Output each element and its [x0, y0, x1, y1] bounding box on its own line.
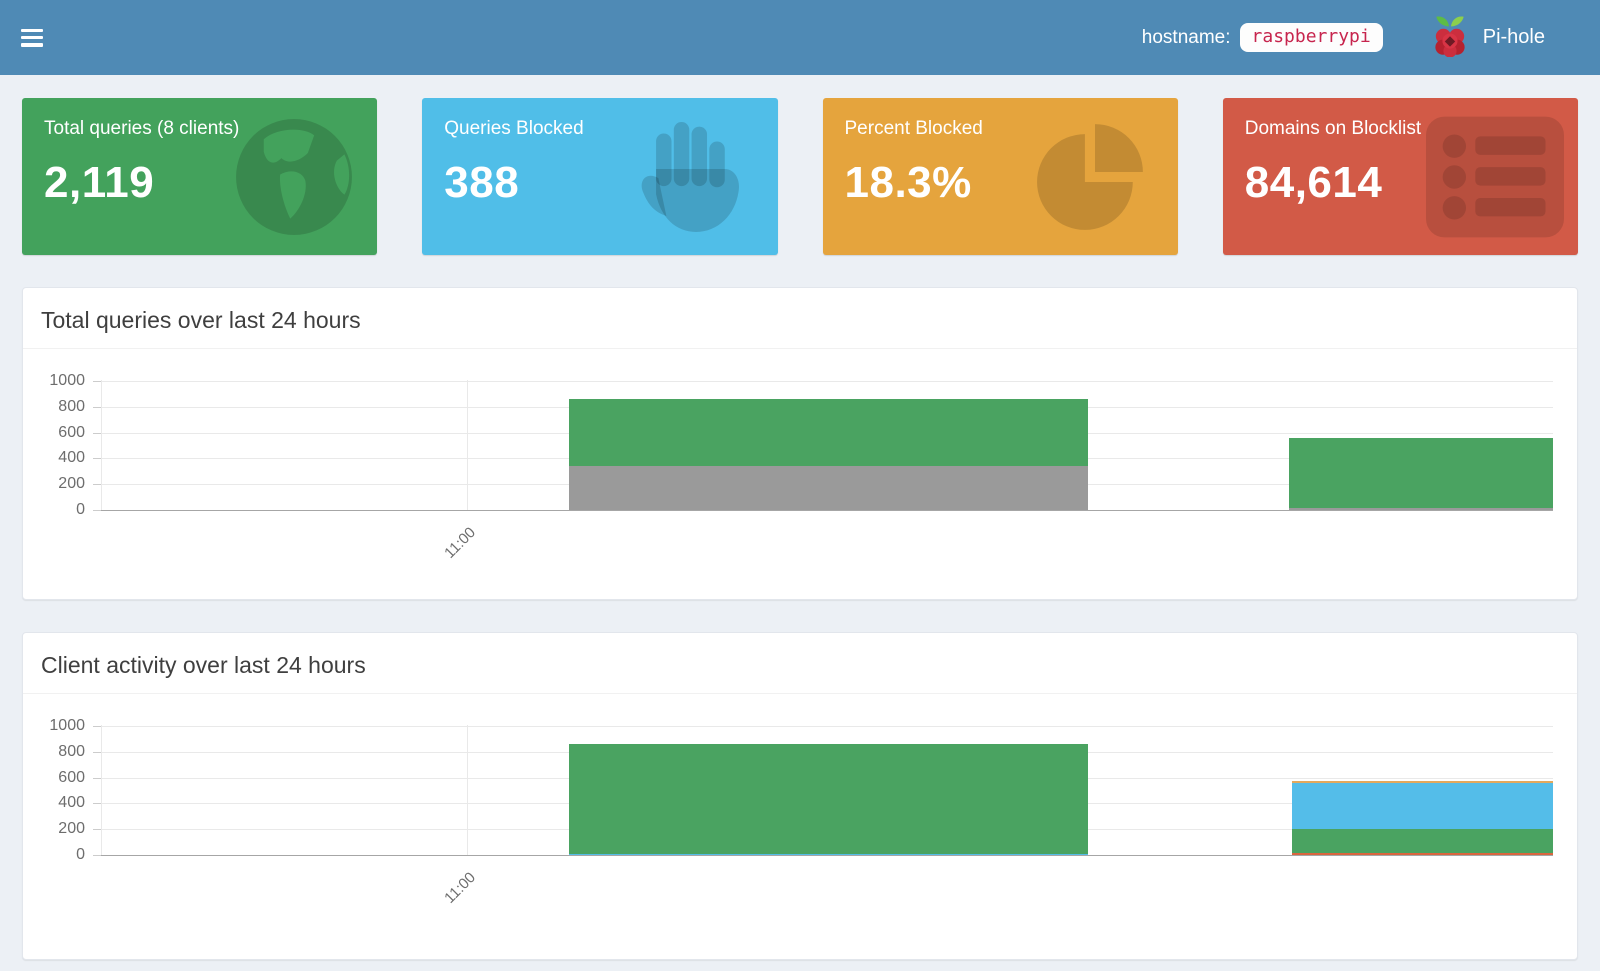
- y-tick-label: 0: [76, 501, 85, 518]
- y-tick-label: 400: [58, 794, 85, 812]
- hostname-label: hostname:: [1141, 26, 1231, 48]
- pie-chart-icon: [1026, 114, 1164, 240]
- bar-segment-blue[interactable]: [1291, 782, 1553, 830]
- top-navbar: hostname: raspberrypi Pi-hole: [0, 0, 1600, 75]
- gridline-vertical: [101, 380, 102, 510]
- axis-tick: [93, 484, 101, 486]
- gridline-horizontal: [101, 726, 1553, 727]
- chart-bar[interactable]: [568, 381, 1089, 510]
- stat-card-queries-blocked: Queries Blocked 388: [422, 98, 778, 255]
- bar-segment-red-orange[interactable]: [1291, 853, 1553, 855]
- stat-card-title: Percent Blocked: [844, 118, 983, 139]
- y-tick-label: 0: [76, 846, 85, 863]
- y-tick-label: 600: [58, 768, 85, 786]
- panel-title: Total queries over last 24 hours: [41, 307, 361, 333]
- gridline-vertical: [466, 380, 468, 510]
- stat-card-title: Domains on Blocklist: [1244, 118, 1422, 139]
- y-tick-label: 1000: [49, 717, 85, 734]
- y-tick-label: 200: [58, 475, 85, 493]
- hand-paper-icon: [626, 114, 764, 240]
- stat-card-title: Total queries (8 clients): [44, 118, 240, 139]
- navbar-right: hostname: raspberrypi Pi-hole: [1142, 16, 1545, 60]
- raspberry-icon: [1433, 16, 1467, 60]
- axis-tick: [93, 777, 101, 779]
- gridline-vertical: [466, 725, 468, 855]
- chart-plot-area[interactable]: 0 200 400 600 800 1000 11:00: [49, 717, 1553, 907]
- y-tick-label: 200: [58, 820, 85, 838]
- menu-icon[interactable]: [21, 28, 43, 47]
- bar-segment-green[interactable]: [1288, 437, 1553, 509]
- axis-tick: [93, 406, 101, 408]
- panel-title: Client activity over last 24 hours: [41, 652, 366, 678]
- y-tick-label: 800: [58, 397, 85, 415]
- axis-tick: [93, 829, 101, 831]
- client-activity-panel: Client activity over last 24 hours 0 200 4…: [22, 632, 1578, 960]
- chart-bar[interactable]: [1291, 726, 1553, 855]
- axis-tick: [93, 381, 101, 382]
- stat-card-value: 2,119: [44, 158, 155, 207]
- y-tick-label: 600: [58, 423, 85, 441]
- stat-card-value: 84,614: [1244, 158, 1383, 207]
- gridline-horizontal: [101, 510, 1553, 511]
- axis-tick: [93, 458, 101, 460]
- axis-tick: [93, 803, 101, 805]
- stat-card-value: 18.3%: [844, 158, 972, 207]
- y-tick-label: 800: [58, 742, 85, 760]
- stat-card-percent-blocked: Percent Blocked 18.3%: [822, 98, 1178, 255]
- panel-divider: [23, 348, 1577, 349]
- axis-tick: [93, 432, 101, 434]
- chart-bar[interactable]: [1288, 381, 1553, 510]
- stat-card-value: 388: [444, 158, 520, 207]
- y-tick-label: 400: [58, 449, 85, 467]
- bar-segment-green[interactable]: [1291, 829, 1553, 854]
- x-tick-label: 11:00: [441, 524, 479, 562]
- bar-segment-blue[interactable]: [568, 854, 1089, 855]
- axis-tick: [93, 726, 101, 727]
- hostname-badge: raspberrypi: [1239, 23, 1383, 52]
- bar-segment-green[interactable]: [568, 744, 1089, 855]
- globe-icon: [225, 114, 363, 240]
- bar-segment-green[interactable]: [568, 399, 1089, 466]
- axis-tick: [93, 510, 101, 511]
- list-icon: [1426, 114, 1564, 240]
- gridline-vertical: [101, 725, 102, 855]
- bar-segment-orange[interactable]: [1291, 780, 1553, 783]
- chart-bar[interactable]: [568, 726, 1089, 855]
- chart-plot-area[interactable]: 0 200 400 600 800 1000 11:00: [49, 372, 1553, 562]
- bar-segment-gray[interactable]: [568, 465, 1089, 510]
- total-queries-panel: Total queries over last 24 hours 0 200 400…: [22, 287, 1578, 600]
- client-activity-chart[interactable]: 0 200 400 600 800 1000 11:00: [23, 716, 1577, 926]
- bar-segment-gray[interactable]: [1288, 508, 1553, 510]
- stat-card-title: Queries Blocked: [444, 118, 584, 139]
- axis-tick: [93, 855, 101, 856]
- total-queries-chart[interactable]: 0 200 400 600 800 1000 11:00: [23, 371, 1577, 581]
- gridline-horizontal: [101, 381, 1553, 382]
- brand-name: Pi-hole: [1482, 26, 1545, 48]
- stat-cards-row: Total queries (8 clients) 2,119 Queries …: [22, 98, 1578, 255]
- x-tick-label: 11:00: [441, 869, 479, 907]
- stat-card-domains-blocklist: Domains on Blocklist 84,614: [1222, 98, 1578, 255]
- axis-tick: [93, 751, 101, 753]
- y-tick-label: 1000: [49, 372, 85, 389]
- gridline-horizontal: [101, 855, 1553, 856]
- panel-divider: [23, 693, 1577, 694]
- stat-card-total-queries: Total queries (8 clients) 2,119: [22, 98, 378, 255]
